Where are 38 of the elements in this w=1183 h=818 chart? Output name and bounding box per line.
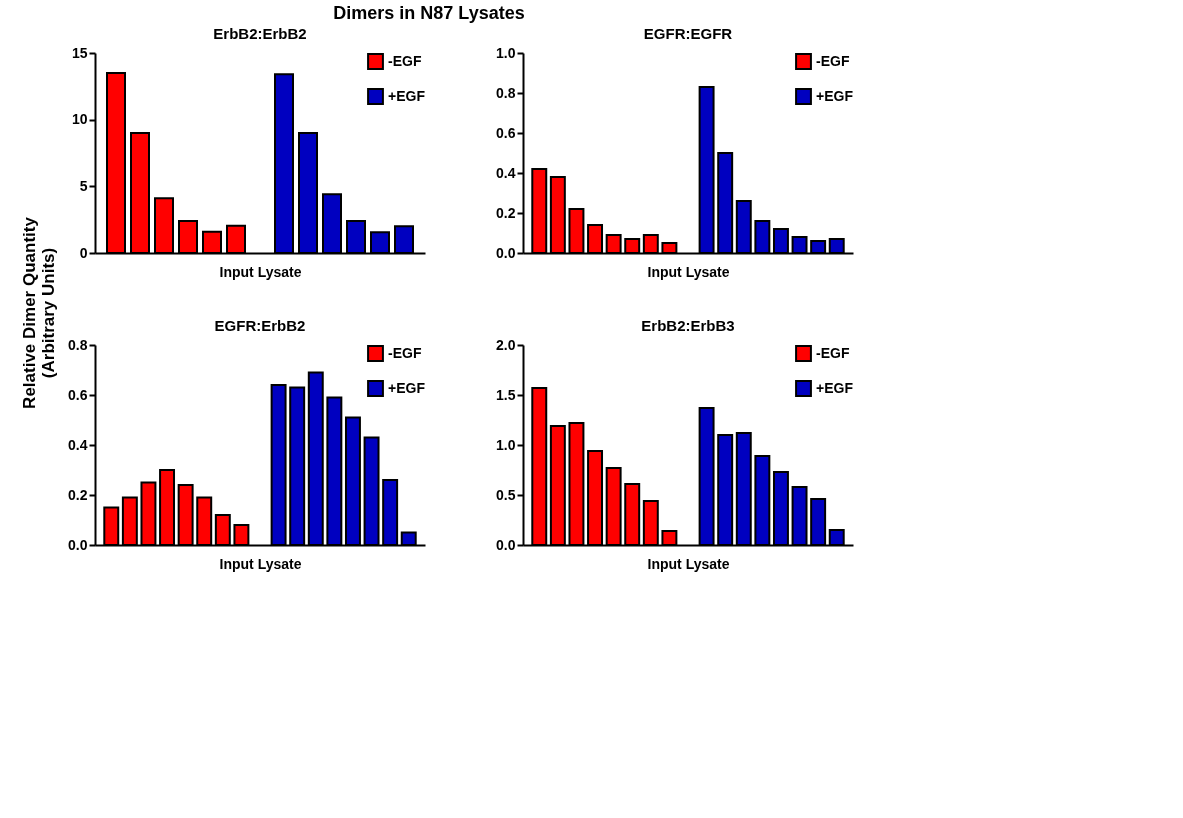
x-axis-title: Input Lysate bbox=[647, 555, 730, 572]
y-tick-label: 0.2 bbox=[496, 204, 516, 221]
y-tick-label: 0.4 bbox=[68, 436, 88, 453]
legend-label: +EGF bbox=[816, 87, 854, 104]
chart-title: EGFR:EGFR bbox=[643, 25, 733, 42]
y-tick-label: 0.6 bbox=[496, 124, 516, 141]
legend-label: -EGF bbox=[388, 344, 422, 361]
y-tick-label: 15 bbox=[71, 44, 88, 61]
legend-label: +EGF bbox=[816, 379, 854, 396]
y-tick-label: 0.8 bbox=[68, 336, 88, 353]
x-axis-title: Input Lysate bbox=[219, 263, 302, 280]
y-tick-label: 1.0 bbox=[496, 44, 516, 61]
x-axis-title: Input Lysate bbox=[647, 263, 730, 280]
y-tick-label: 0.6 bbox=[68, 386, 88, 403]
y-tick-label: 0.2 bbox=[68, 486, 88, 503]
chart-title: ErbB2:ErbB2 bbox=[213, 25, 307, 42]
y-tick-label: 1.5 bbox=[496, 386, 516, 403]
chart-title: ErbB2:ErbB3 bbox=[641, 317, 735, 334]
y-tick-label: 2.0 bbox=[496, 336, 516, 353]
chart-title: EGFR:ErbB2 bbox=[214, 317, 306, 334]
y-tick-label: 0.4 bbox=[496, 164, 516, 181]
y-tick-label: 0.0 bbox=[496, 536, 516, 553]
legend-label: -EGF bbox=[388, 52, 422, 69]
legend-label: +EGF bbox=[388, 87, 426, 104]
y-tick-label: 5 bbox=[79, 177, 88, 194]
x-axis-title: Input Lysate bbox=[219, 555, 302, 572]
y-tick-label: 10 bbox=[71, 111, 88, 128]
legend-label: -EGF bbox=[816, 52, 850, 69]
y-tick-label: 0.5 bbox=[496, 486, 516, 503]
legend-label: -EGF bbox=[816, 344, 850, 361]
y-tick-label: 0 bbox=[79, 244, 88, 261]
y-tick-label: 0.8 bbox=[496, 84, 516, 101]
legend-label: +EGF bbox=[388, 379, 426, 396]
y-axis-title: Relative Dimer Quantity (Arbitrary Units) bbox=[20, 216, 58, 409]
y-tick-label: 0.0 bbox=[496, 244, 516, 261]
text: Dimers in N87 Lysates bbox=[333, 3, 525, 23]
y-tick-label: 0.0 bbox=[68, 536, 88, 553]
y-tick-label: 1.0 bbox=[496, 436, 516, 453]
